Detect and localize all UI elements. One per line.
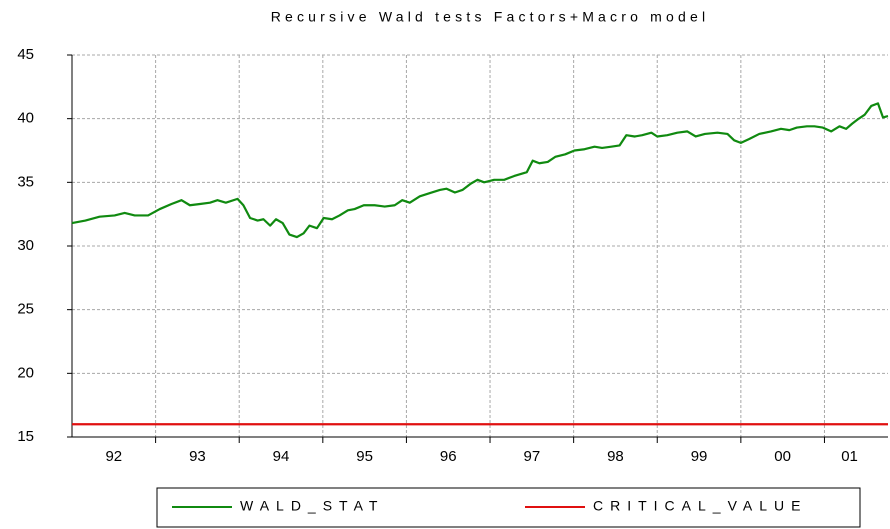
legend-label: WALD_STAT [240,498,384,514]
x-tick-label: 96 [440,448,457,465]
y-tick-label: 15 [17,428,34,445]
x-tick-label: 95 [356,448,373,465]
x-tick-label: 94 [273,448,290,465]
legend-label: CRITICAL_VALUE [593,498,807,514]
x-tick-label: 99 [691,448,708,465]
y-tick-label: 25 [17,301,34,318]
x-tick-label: 93 [189,448,206,465]
y-tick-label: 20 [17,364,34,381]
x-tick-label: 98 [607,448,624,465]
y-tick-label: 35 [17,173,34,190]
x-tick-label: 97 [523,448,540,465]
chart-title: Recursive Wald tests Factors+Macro model [271,9,710,25]
x-tick-label: 92 [105,448,122,465]
y-tick-label: 40 [17,110,34,127]
x-tick-label: 00 [774,448,791,465]
y-tick-label: 30 [17,237,34,254]
series-line [71,102,889,239]
y-tick-label: 45 [17,46,34,63]
x-tick-label: 01 [841,448,858,465]
legend-box [156,487,861,528]
